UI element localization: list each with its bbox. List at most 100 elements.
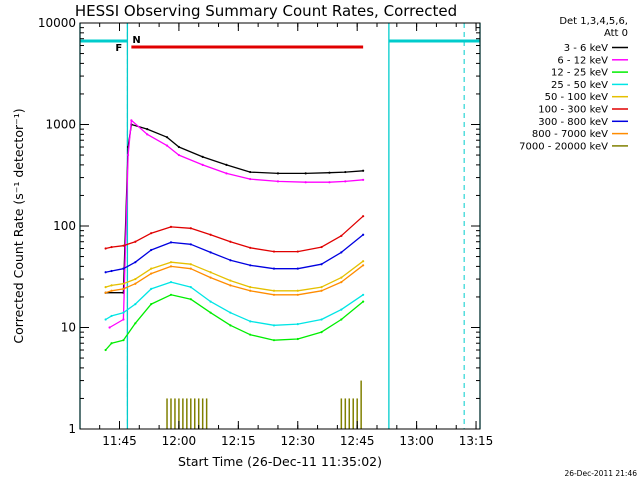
data-point — [122, 311, 125, 314]
data-point — [150, 287, 153, 291]
data-point — [150, 232, 153, 235]
data-point — [296, 293, 299, 296]
data-point — [104, 247, 107, 250]
data-point — [362, 264, 365, 267]
legend-label: 7000 - 20000 keV — [519, 141, 608, 152]
data-point — [122, 339, 125, 342]
data-point — [362, 169, 365, 172]
data-point — [249, 286, 252, 289]
night-flag-label: N — [132, 35, 140, 46]
data-point — [229, 259, 232, 262]
data-point — [340, 234, 343, 237]
data-point — [249, 177, 252, 181]
data-point — [134, 277, 137, 281]
series-line — [105, 234, 364, 273]
data-point — [169, 293, 173, 296]
data-point — [134, 322, 137, 325]
series-line — [105, 281, 364, 326]
series-line — [105, 264, 364, 296]
data-point — [189, 286, 192, 289]
data-point — [189, 263, 192, 266]
data-point — [169, 261, 173, 264]
data-point — [104, 286, 107, 289]
data-point — [150, 267, 153, 270]
data-point — [189, 267, 192, 270]
data-point — [304, 172, 307, 175]
data-point — [169, 265, 173, 268]
legend-label: 100 - 300 keV — [538, 105, 608, 116]
data-point — [362, 293, 365, 296]
y-axis-label: Corrected Count Rate (s⁻¹ detector⁻¹) — [11, 108, 26, 343]
legend-label: 50 - 100 keV — [545, 92, 609, 103]
data-point — [276, 172, 280, 175]
timestamp: 26-Dec-2011 21:46 — [564, 469, 637, 478]
data-point — [328, 171, 331, 174]
data-point — [229, 324, 232, 327]
legend-label: 800 - 7000 keV — [532, 129, 608, 140]
data-point — [320, 286, 323, 289]
data-point — [320, 263, 323, 266]
x-tick-label: 12:15 — [221, 434, 256, 448]
data-point — [209, 276, 212, 279]
data-point — [122, 282, 125, 285]
data-point — [249, 170, 252, 174]
series-line — [105, 215, 364, 253]
data-point — [209, 233, 212, 236]
data-point — [177, 145, 181, 149]
data-point — [249, 320, 252, 323]
series-line — [105, 123, 364, 294]
x-axis-label: Start Time (26-Dec-11 11:35:02) — [178, 454, 382, 469]
data-point — [340, 251, 343, 254]
data-point — [122, 318, 125, 321]
series-line — [109, 119, 364, 329]
data-point — [150, 248, 153, 252]
data-point — [276, 180, 280, 183]
data-point — [229, 279, 232, 282]
x-tick-label: 12:00 — [162, 434, 197, 448]
data-point — [201, 163, 204, 166]
data-point — [104, 291, 107, 294]
data-point — [189, 298, 192, 301]
data-point — [110, 245, 113, 249]
data-point — [104, 348, 107, 352]
data-point — [209, 271, 212, 274]
data-point — [134, 240, 137, 243]
data-point — [229, 311, 232, 314]
legend-label: 6 - 12 keV — [557, 55, 608, 66]
data-point — [134, 261, 137, 264]
data-point — [272, 324, 276, 327]
data-point — [209, 311, 212, 314]
data-point — [340, 276, 343, 279]
data-point — [328, 181, 331, 184]
data-point — [225, 172, 228, 175]
data-point — [110, 342, 113, 345]
flare-flag-label: F — [115, 43, 122, 54]
data-point — [272, 293, 276, 296]
x-tick-label: 13:00 — [399, 434, 434, 448]
data-point — [150, 303, 153, 306]
series-layer — [104, 119, 365, 429]
data-point — [209, 251, 212, 254]
data-point — [296, 323, 299, 326]
data-point — [189, 243, 192, 246]
data-point — [134, 282, 137, 285]
data-point — [110, 269, 113, 273]
x-axis-ticks: 11:45 12:00 12:15 12:30 12:45 13:00 13:15 — [99, 23, 494, 448]
x-tick-label: 13:15 — [459, 434, 494, 448]
data-point — [110, 289, 113, 292]
data-point — [320, 318, 323, 321]
data-point — [304, 181, 307, 184]
data-point — [320, 331, 323, 334]
data-point — [340, 318, 343, 321]
data-point — [362, 178, 365, 181]
data-point — [130, 119, 133, 122]
y-tick-label: 100 — [53, 219, 76, 233]
y-tick-label: 10000 — [38, 16, 76, 30]
data-point — [249, 264, 252, 267]
y-tick-label: 1 — [68, 422, 76, 436]
chart-title: HESSI Observing Summary Count Rates, Cor… — [75, 2, 457, 20]
data-point — [122, 287, 125, 291]
data-point — [169, 281, 173, 284]
legend-header: Att 0 — [604, 28, 628, 39]
